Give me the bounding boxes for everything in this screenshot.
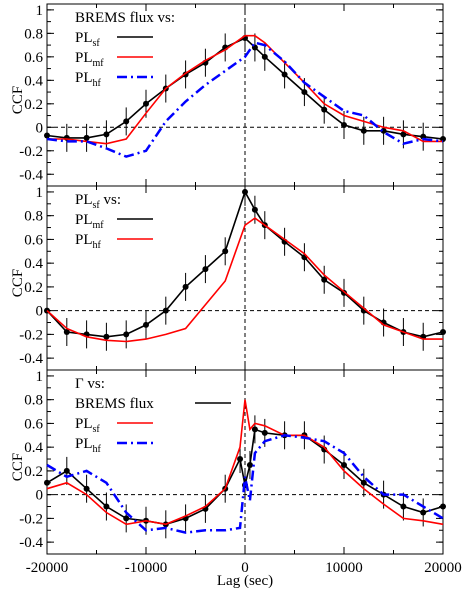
y-axis-title: CCF xyxy=(10,86,26,114)
y-tick-label: 0.8 xyxy=(24,393,43,409)
legend-label: BREMS flux xyxy=(75,396,154,412)
data-point xyxy=(251,426,258,433)
data-point xyxy=(103,131,110,138)
data-point xyxy=(63,467,70,474)
x-tick-label: 10000 xyxy=(325,560,363,576)
y-tick-label: 1 xyxy=(36,369,44,385)
data-point xyxy=(251,206,258,213)
legend-title: PLsf vs: xyxy=(75,192,121,211)
series-line-plhf xyxy=(46,434,444,534)
data-point xyxy=(400,503,407,510)
x-axis-title: Lag (sec) xyxy=(217,573,273,589)
data-point xyxy=(321,276,328,283)
data-point xyxy=(162,307,169,314)
y-tick-label: 0.6 xyxy=(24,416,43,432)
data-point xyxy=(222,248,229,255)
data-point xyxy=(83,485,90,492)
legend-label: PLsf xyxy=(75,30,100,49)
data-point xyxy=(246,461,253,468)
series-line-plhf xyxy=(46,217,443,343)
y-tick-label: 0.6 xyxy=(24,232,43,248)
legend-label: PLmf xyxy=(75,212,104,231)
y-tick-label: -0.4 xyxy=(19,351,43,367)
legend-title: Γ vs: xyxy=(75,376,105,392)
data-point xyxy=(440,503,446,510)
data-point xyxy=(261,429,268,436)
data-point xyxy=(123,331,130,338)
data-point xyxy=(143,100,149,107)
panel-middle: -0.4 -0.2 0 0.2 0.4 0.6 0.8 1 CCF PLsf vs:PLmfPLh… xyxy=(10,177,446,371)
y-tick-label: -0.2 xyxy=(19,327,43,343)
data-point xyxy=(182,283,189,290)
data-point xyxy=(321,106,328,113)
y-tick-label: 0.2 xyxy=(24,97,43,113)
x-tick-label: 20000 xyxy=(424,560,462,576)
data-point xyxy=(237,456,244,463)
panel-bottom: -0.4 -0.2 0 0.2 0.4 0.6 0.8 1 -20000 -10000 0 10000… xyxy=(10,369,462,576)
data-point xyxy=(123,118,130,125)
data-point xyxy=(341,121,347,128)
series-line-plsf xyxy=(46,37,444,140)
legend-title: BREMS flux vs: xyxy=(75,10,175,26)
y-tick-label: 1 xyxy=(36,3,44,19)
data-point xyxy=(202,266,209,273)
panel-top: -0.4 -0.2 0 0.2 0.4 0.6 0.8 1 CCF BREMS flux vs: P… xyxy=(10,3,446,187)
data-point xyxy=(63,329,70,336)
data-point xyxy=(143,321,149,328)
x-tick-label: -20000 xyxy=(26,560,69,576)
series-line-plsf xyxy=(46,399,444,526)
data-point xyxy=(400,131,407,138)
y-tick-label: 0.8 xyxy=(24,209,43,225)
data-point xyxy=(103,503,110,510)
data-point xyxy=(301,89,308,96)
y-axis-title: CCF xyxy=(10,269,26,297)
x-tick-label: 0 xyxy=(241,560,249,576)
data-point xyxy=(44,479,50,486)
data-point xyxy=(103,333,110,340)
x-tick-label: -10000 xyxy=(125,560,168,576)
y-tick-label: 0 xyxy=(36,120,44,136)
y-tick-label: 0 xyxy=(36,304,44,320)
series-line-plhf xyxy=(46,41,444,158)
y-tick-label: 0.2 xyxy=(24,464,43,480)
data-point xyxy=(83,134,90,141)
y-tick-label: -0.4 xyxy=(19,167,43,183)
y-tick-label: -0.2 xyxy=(19,511,43,527)
data-point xyxy=(261,53,268,60)
legend-label: PLhf xyxy=(75,70,102,89)
y-tick-label: 0 xyxy=(36,488,44,504)
series-line-brems-flux xyxy=(46,428,444,526)
legend-label: PLsf xyxy=(75,416,100,435)
data-point xyxy=(281,71,288,78)
legend-label: PLmf xyxy=(75,50,104,69)
data-point xyxy=(123,515,130,522)
y-tick-label: 1 xyxy=(36,185,44,201)
y-axis-title: CCF xyxy=(10,453,26,481)
data-point xyxy=(360,479,367,486)
legend-label: PLhf xyxy=(75,232,102,251)
y-tick-label: 0.2 xyxy=(24,280,43,296)
data-point xyxy=(341,461,347,468)
y-tick-label: 0.4 xyxy=(24,440,43,456)
data-point xyxy=(44,132,50,139)
y-tick-label: 0.4 xyxy=(24,256,43,272)
y-tick-label: -0.2 xyxy=(19,144,43,160)
data-point xyxy=(242,188,248,195)
data-point xyxy=(360,127,367,134)
legend-label: PLhf xyxy=(75,436,102,455)
data-point xyxy=(420,509,427,516)
y-tick-label: 0.6 xyxy=(24,50,43,66)
data-point xyxy=(440,329,446,336)
y-tick-label: 0.4 xyxy=(24,73,43,89)
data-point xyxy=(440,136,446,143)
y-tick-label: 0.8 xyxy=(24,26,43,42)
y-tick-label: -0.4 xyxy=(19,535,43,551)
